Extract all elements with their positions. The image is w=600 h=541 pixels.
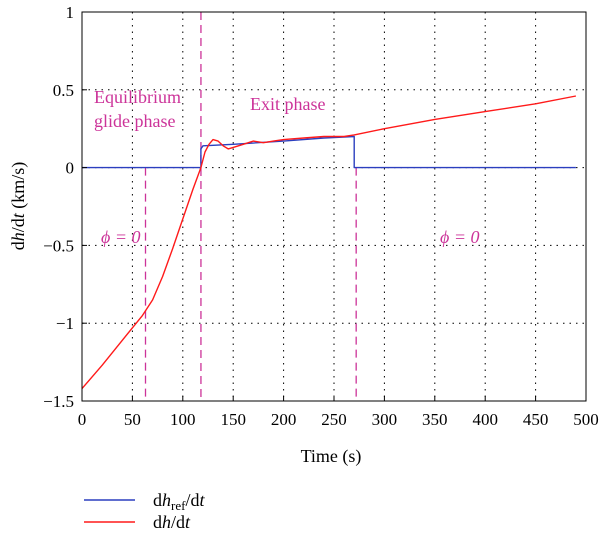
y-tick-label: −1.5 [43, 392, 74, 411]
x-tick-label: 300 [372, 410, 398, 429]
x-tick-label: 200 [271, 410, 297, 429]
x-tick-label: 500 [573, 410, 599, 429]
axis-ticks [81, 11, 587, 402]
x-tick-label: 150 [220, 410, 246, 429]
tick-labels: 0 50 100 150 200 250 300 350 400 450 500 −1.5 −1 −0.5… [43, 3, 599, 429]
y-tick-label: 0.5 [53, 81, 74, 100]
x-tick-label: 100 [170, 410, 196, 429]
annotation-exit-phase: Exit phase [250, 94, 325, 114]
series-lines [81, 95, 577, 390]
legend-label-actual: dh/dt [153, 512, 191, 532]
y-tick-label: 1 [66, 3, 75, 22]
annotation-phi-right: ϕ = 0 [440, 227, 479, 247]
y-tick-label: −0.5 [43, 236, 74, 255]
x-tick-label: 450 [523, 410, 549, 429]
x-tick-label: 250 [321, 410, 347, 429]
annotation-glide-phase: glide phase [94, 111, 175, 131]
x-tick-label: 400 [472, 410, 498, 429]
legend: dhref/dt dh/dt [84, 490, 205, 532]
y-axis-label: dh/dt (km/s) [8, 162, 29, 251]
y-tick-label: 0 [66, 159, 75, 178]
x-tick-label: 350 [422, 410, 448, 429]
legend-label-ref: dhref/dt [153, 490, 205, 513]
y-tick-label: −1 [56, 314, 74, 333]
x-tick-label: 0 [78, 410, 87, 429]
x-tick-label: 50 [124, 410, 141, 429]
annotation-phi-left: ϕ = 0 [101, 227, 140, 247]
plot-frame [81, 11, 587, 402]
phase-boundary-lines [144, 12, 357, 401]
series-line-actual [81, 95, 577, 390]
annotation-equilibrium: Equilibrium [94, 87, 181, 107]
x-axis-label: Time (s) [301, 446, 362, 467]
series-line-ref [82, 135, 576, 169]
grid-lines [82, 12, 586, 401]
